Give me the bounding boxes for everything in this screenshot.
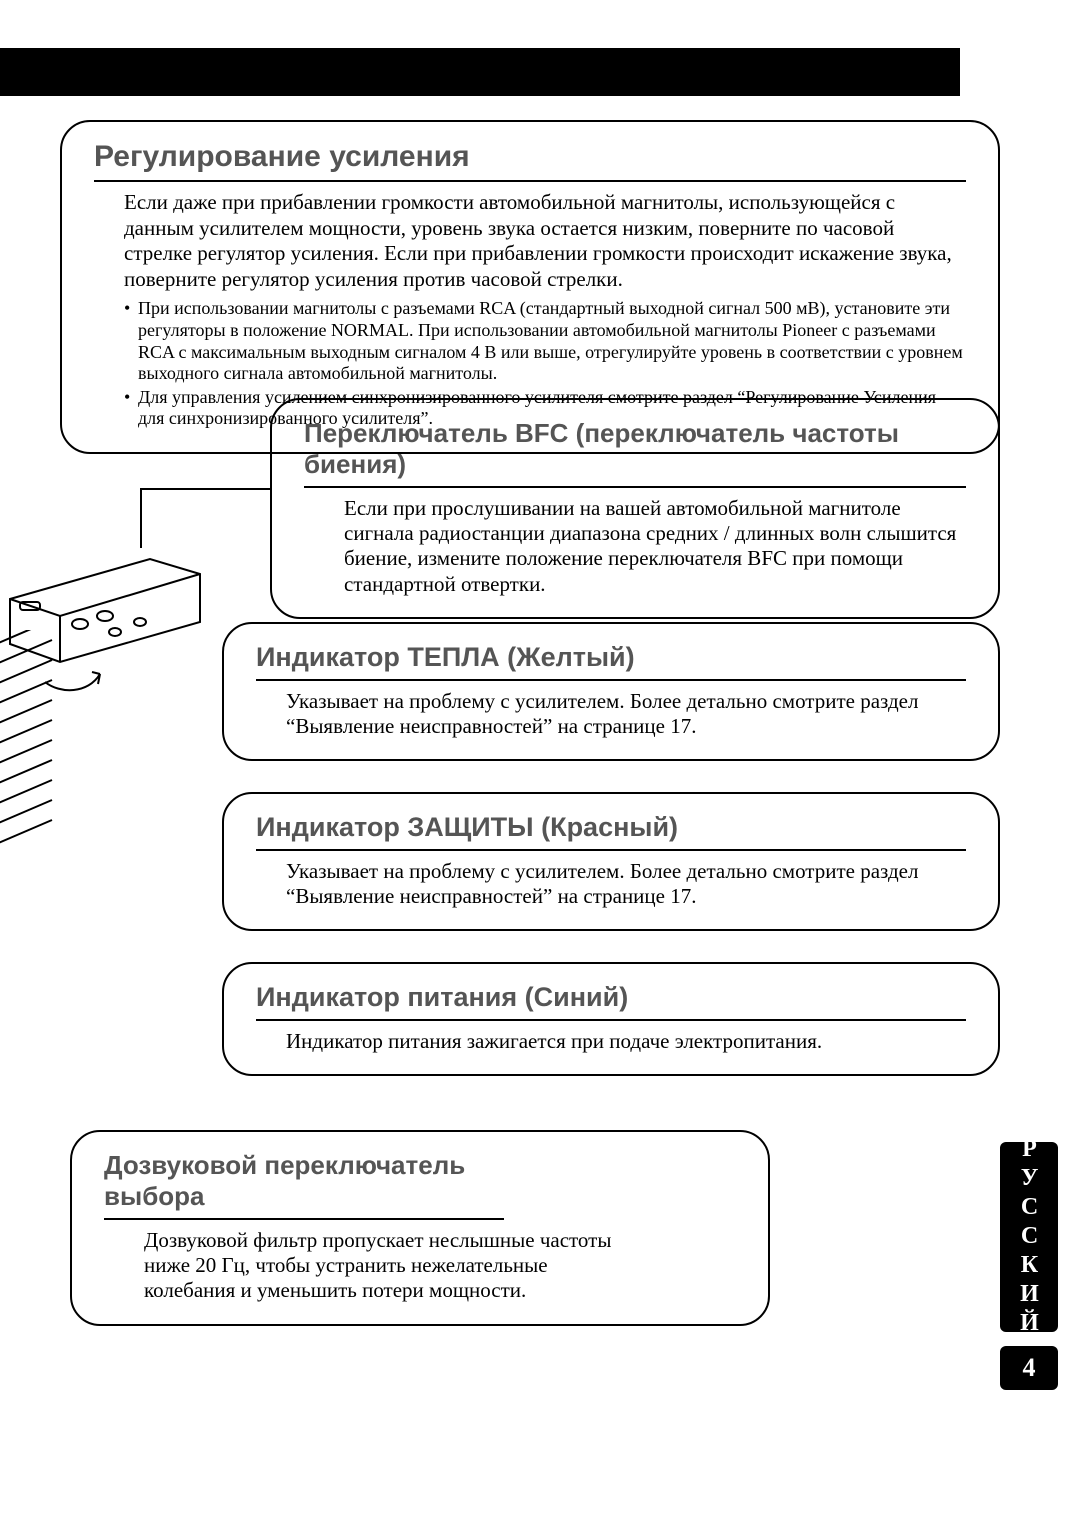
- language-tab-label: РУССКИЙ: [1016, 1136, 1043, 1339]
- section-protect: Индикатор ЗАЩИТЫ (Красный) Указывает на …: [222, 792, 1000, 931]
- section-heat-title: Индикатор ТЕПЛА (Желтый): [256, 642, 966, 681]
- page-number: 4: [1000, 1346, 1058, 1390]
- section-bfc: Переключатель BFC (переключатель частоты…: [270, 398, 1000, 619]
- section-heat-body: Указывает на проблему с усилителем. Боле…: [256, 689, 966, 739]
- section-gain-title: Регулирование усиления: [94, 140, 966, 182]
- section-subsonic-title: Дозвуковой переключатель выбора: [104, 1150, 504, 1220]
- section-protect-body: Указывает на проблему с усилителем. Боле…: [256, 859, 966, 909]
- connector-line: [140, 488, 270, 490]
- language-tab: РУССКИЙ: [1000, 1142, 1058, 1332]
- section-bfc-body: Если при прослушивании на вашей автомоби…: [304, 496, 966, 597]
- header-black-bar: [0, 48, 960, 96]
- section-subsonic-body: Дозвуковой фильтр пропускает неслышные ч…: [104, 1228, 624, 1304]
- section-bfc-title: Переключатель BFC (переключатель частоты…: [304, 418, 966, 488]
- section-heat: Индикатор ТЕПЛА (Желтый) Указывает на пр…: [222, 622, 1000, 761]
- page-hatching: [0, 630, 62, 850]
- section-subsonic: Дозвуковой переключатель выбора Дозвуков…: [70, 1130, 770, 1326]
- section-power-title: Индикатор питания (Синий): [256, 982, 966, 1021]
- section-power: Индикатор питания (Синий) Индикатор пита…: [222, 962, 1000, 1076]
- gain-bullet-1: При использовании магнитолы с разъемами …: [124, 298, 966, 384]
- section-power-body: Индикатор питания зажигается при подаче …: [256, 1029, 966, 1054]
- section-gain-body: Если даже при прибавлении громкости авто…: [94, 190, 966, 292]
- section-protect-title: Индикатор ЗАЩИТЫ (Красный): [256, 812, 966, 851]
- connector-line: [140, 488, 142, 548]
